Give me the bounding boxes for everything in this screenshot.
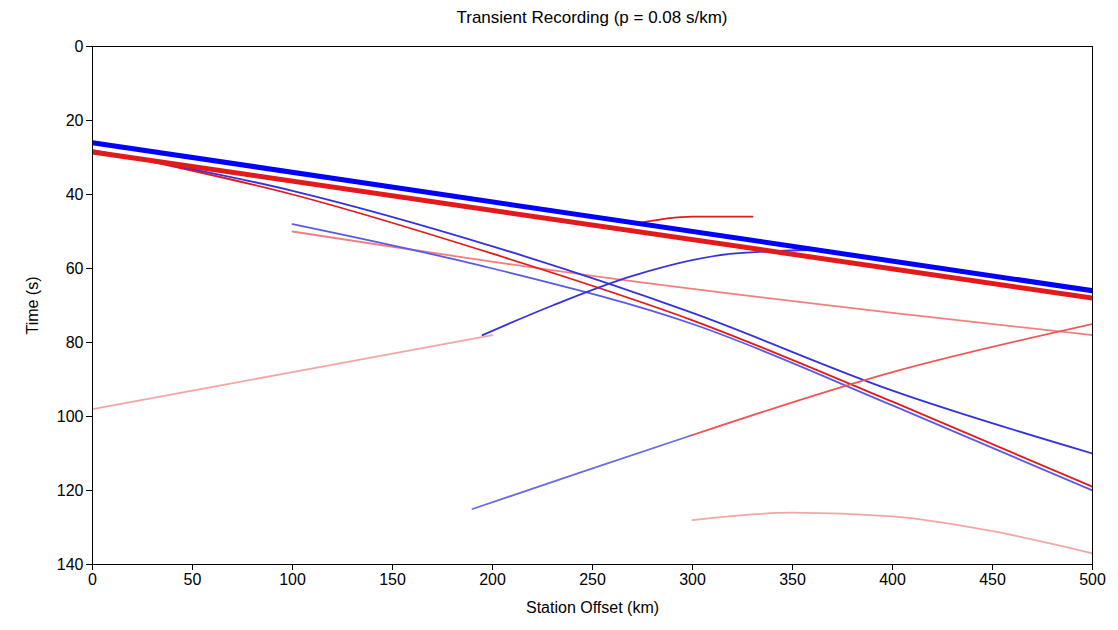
svg-text:Time (s): Time (s) [24,276,41,334]
svg-text:200: 200 [479,571,506,588]
svg-text:80: 80 [66,334,84,351]
svg-text:20: 20 [66,112,84,129]
svg-text:350: 350 [779,571,806,588]
svg-text:60: 60 [66,260,84,277]
svg-text:100: 100 [57,408,84,425]
svg-text:50: 50 [184,571,202,588]
html-text:Transient Recording (p = 0.08: Transient Recording (p = 0.08 s/km) [456,8,728,27]
svg-text:0: 0 [75,38,84,55]
svg-text:400: 400 [879,571,906,588]
svg-text:140: 140 [57,556,84,573]
svg-text:300: 300 [679,571,706,588]
svg-text:150: 150 [379,571,406,588]
svg-text:250: 250 [579,571,606,588]
svg-text:120: 120 [57,482,84,499]
svg-text:0: 0 [88,571,97,588]
svg-text:Station Offset (km): Station Offset (km) [526,599,659,616]
svg-text:450: 450 [979,571,1006,588]
svg-text:40: 40 [66,186,84,203]
svg-text:100: 100 [279,571,306,588]
svg-text:500: 500 [1079,571,1106,588]
